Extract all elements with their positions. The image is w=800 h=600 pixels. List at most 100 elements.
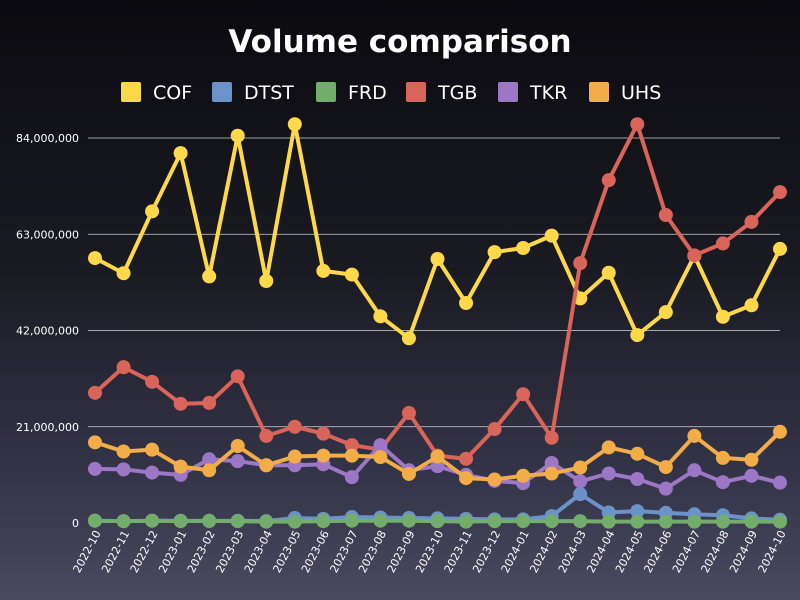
data-point — [715, 236, 730, 251]
data-point — [573, 474, 588, 489]
data-point — [516, 514, 531, 529]
series-uhs — [88, 424, 787, 487]
data-point — [88, 513, 102, 528]
y-tick-label: 84,000,000 — [16, 132, 79, 145]
data-point — [516, 468, 531, 483]
data-point — [459, 471, 474, 486]
data-point — [202, 395, 217, 410]
data-point — [573, 514, 588, 529]
legend-label: UHS — [621, 82, 661, 104]
data-point — [687, 514, 702, 529]
data-point — [230, 439, 245, 453]
data-point — [573, 256, 588, 271]
series-tgb — [88, 117, 787, 466]
data-point — [88, 385, 102, 400]
data-point — [544, 455, 559, 470]
data-point — [173, 459, 188, 474]
data-point — [430, 449, 445, 464]
data-point — [773, 424, 787, 439]
data-point — [459, 451, 474, 466]
series-frd — [88, 513, 787, 529]
legend-label: FRD — [348, 82, 387, 104]
data-point — [601, 173, 616, 188]
data-point — [601, 440, 616, 455]
data-point — [744, 214, 759, 229]
data-point — [316, 263, 331, 278]
data-point — [744, 452, 759, 467]
data-point — [373, 450, 388, 464]
data-point — [687, 248, 702, 263]
data-point — [630, 117, 645, 132]
data-point — [230, 454, 245, 469]
data-point — [145, 442, 160, 457]
data-point — [373, 309, 388, 324]
legend-item-uhs: UHS — [589, 82, 661, 104]
data-point — [544, 514, 559, 529]
data-point — [430, 459, 445, 474]
data-point — [173, 146, 188, 161]
data-point — [658, 460, 673, 475]
y-tick-label: 42,000,000 — [16, 325, 79, 338]
data-point — [88, 251, 102, 266]
data-point — [544, 466, 559, 481]
data-point — [430, 514, 445, 529]
data-point — [344, 513, 359, 528]
data-point — [715, 309, 730, 324]
data-point — [573, 487, 588, 502]
data-point — [173, 396, 188, 411]
data-point — [116, 462, 131, 477]
legend-item-frd: FRD — [316, 82, 387, 104]
data-point — [145, 374, 160, 389]
data-point — [658, 481, 673, 496]
data-point — [715, 514, 730, 529]
data-point — [744, 298, 759, 313]
data-point — [145, 513, 160, 528]
legend: COF DTST FRD TGB TKR UHS — [121, 82, 661, 104]
data-point — [658, 208, 673, 222]
legend-item-tkr: TKR — [498, 82, 567, 104]
data-point — [601, 514, 616, 529]
data-point — [773, 241, 787, 256]
data-point — [601, 265, 616, 280]
legend-item-tgb: TGB — [406, 82, 477, 104]
data-point — [516, 241, 531, 255]
data-point — [658, 305, 673, 320]
legend-swatch — [212, 82, 232, 102]
data-point — [88, 435, 102, 450]
data-point — [630, 472, 645, 486]
data-point — [287, 449, 302, 464]
data-point — [344, 267, 359, 282]
data-point — [116, 514, 131, 529]
data-point — [459, 296, 474, 310]
data-point — [287, 514, 302, 529]
data-point — [773, 475, 787, 490]
series-cof — [88, 117, 787, 346]
legend-label: DTST — [244, 82, 294, 104]
y-tick-label: 63,000,000 — [16, 228, 79, 241]
data-point — [259, 514, 274, 529]
legend-label: TKR — [529, 82, 567, 104]
data-point — [687, 428, 702, 443]
x-axis: 2022-102022-112022-122023-012023-022023-… — [71, 528, 789, 575]
data-point — [715, 450, 730, 465]
chart-title: Volume comparison — [228, 24, 571, 60]
y-axis: 0 21,000,000 42,000,000 63,000,000 84,000,00… — [16, 132, 79, 530]
data-point — [230, 514, 245, 529]
y-tick-label: 21,000,000 — [16, 421, 79, 434]
series-lines — [88, 117, 787, 529]
data-point — [259, 428, 274, 443]
data-point — [401, 513, 416, 528]
data-point — [230, 369, 245, 384]
legend-label: COF — [153, 82, 192, 104]
data-point — [630, 328, 645, 343]
data-point — [744, 468, 759, 483]
data-point — [601, 466, 616, 481]
data-point — [401, 331, 416, 346]
data-point — [773, 185, 787, 200]
data-point — [316, 448, 331, 463]
legend-swatch — [498, 82, 518, 102]
data-point — [401, 466, 416, 481]
data-point — [145, 465, 160, 480]
data-point — [401, 406, 416, 420]
legend-swatch — [406, 82, 426, 102]
